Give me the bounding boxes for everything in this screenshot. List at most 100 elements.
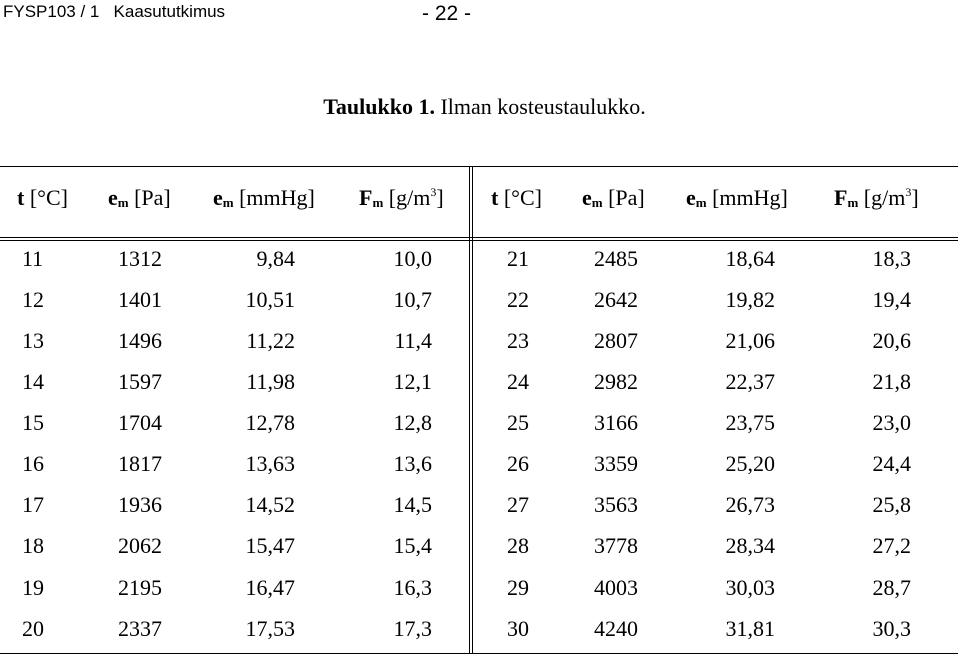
cell-temperature-right: 27 (507, 492, 529, 517)
header-pressure-mmhg-right: em [mmHg] (686, 185, 788, 210)
cell-temperature-left: 12 (22, 287, 44, 312)
cell-pressure-pa-right: 3778 (594, 533, 638, 558)
cell-absolute-humidity-right: 27,2 (872, 533, 912, 558)
cell-pressure-mmhg-left: 11,22 (246, 328, 295, 353)
header-absolute-humidity-right: Fm [g/m3] (834, 185, 919, 210)
cell-pressure-pa-left: 2337 (118, 616, 162, 641)
table-row: 17 1936 14,52 14,5 27 3563 26,73 25,8 (0, 492, 958, 533)
cell-temperature-left: 16 (22, 451, 44, 476)
header-pressure-pa-left: em [Pa] (108, 185, 171, 210)
cell-absolute-humidity-right: 20,6 (872, 328, 912, 353)
cell-temperature-right: 26 (507, 451, 529, 476)
cell-pressure-mmhg-left: 16,47 (245, 575, 296, 600)
cell-absolute-humidity-left: 17,3 (393, 616, 433, 641)
table-header-rule-second (0, 240, 958, 241)
cell-pressure-mmhg-right: 21,06 (725, 328, 776, 353)
cell-pressure-mmhg-left: 9,84 (256, 246, 296, 271)
cell-absolute-humidity-left: 16,3 (393, 575, 433, 600)
header-pressure-mmhg-left: em [mmHg] (213, 185, 315, 210)
cell-temperature-right: 23 (507, 328, 529, 353)
cell-pressure-mmhg-right: 26,73 (725, 492, 776, 517)
header-absolute-humidity-left: Fm [g/m3] (359, 185, 444, 210)
cell-pressure-mmhg-left: 12,78 (245, 410, 296, 435)
cell-pressure-mmhg-right: 22,37 (725, 369, 776, 394)
cell-absolute-humidity-left: 10,0 (393, 246, 433, 271)
cell-absolute-humidity-right: 18,3 (872, 246, 912, 271)
cell-temperature-right: 30 (507, 616, 529, 641)
cell-pressure-pa-right: 4003 (594, 575, 638, 600)
cell-pressure-mmhg-left: 11,98 (246, 369, 295, 394)
cell-pressure-mmhg-right: 30,03 (725, 575, 776, 600)
header-temperature-right: t [°C] (491, 185, 542, 210)
table-bottom-rule (0, 653, 958, 654)
cell-pressure-pa-left: 2062 (118, 533, 162, 558)
cell-absolute-humidity-right: 30,3 (872, 616, 912, 641)
cell-absolute-humidity-right: 19,4 (872, 287, 912, 312)
cell-pressure-mmhg-left: 17,53 (245, 616, 296, 641)
cell-temperature-right: 29 (507, 575, 529, 600)
cell-absolute-humidity-left: 12,1 (393, 369, 433, 394)
cell-pressure-mmhg-right: 28,34 (725, 533, 776, 558)
cell-absolute-humidity-left: 13,6 (393, 451, 433, 476)
table-top-rule (0, 166, 958, 167)
caption-text: Ilman kosteustaulukko. (434, 94, 646, 119)
table-row: 16 1817 13,63 13,6 26 3359 25,20 24,4 (0, 451, 958, 492)
cell-pressure-mmhg-left: 15,47 (245, 533, 296, 558)
cell-pressure-pa-left: 1817 (118, 451, 162, 476)
cell-temperature-left: 19 (22, 575, 44, 600)
cell-temperature-right: 25 (507, 410, 529, 435)
cell-absolute-humidity-left: 14,5 (393, 492, 433, 517)
header-pressure-pa-right: em [Pa] (582, 185, 645, 210)
cell-pressure-mmhg-right: 19,82 (725, 287, 776, 312)
cell-absolute-humidity-left: 12,8 (393, 410, 433, 435)
cell-absolute-humidity-left: 11,4 (394, 328, 432, 353)
cell-temperature-left: 15 (22, 410, 44, 435)
table-row: 20 2337 17,53 17,3 30 4240 31,81 30,3 (0, 616, 958, 657)
table-row: 14 1597 11,98 12,1 24 2982 22,37 21,8 (0, 369, 958, 410)
cell-absolute-humidity-right: 23,0 (872, 410, 912, 435)
cell-pressure-mmhg-right: 18,64 (725, 246, 776, 271)
cell-temperature-right: 22 (507, 287, 529, 312)
cell-pressure-mmhg-left: 10,51 (245, 287, 296, 312)
cell-temperature-left: 13 (22, 328, 44, 353)
cell-temperature-right: 24 (507, 369, 529, 394)
document-header-course: FYSP103 / 1 Kaasututkimus (3, 2, 226, 21)
table-row: 19 2195 16,47 16,3 29 4003 30,03 28,7 (0, 575, 958, 616)
cell-temperature-left: 20 (22, 616, 44, 641)
header-temperature-left: t [°C] (17, 185, 68, 210)
cell-temperature-left: 11 (22, 246, 44, 271)
table-caption: Taulukko 1. Ilman kosteustaulukko. (0, 94, 959, 120)
cell-pressure-pa-right: 2642 (594, 287, 638, 312)
cell-pressure-pa-right: 3359 (594, 451, 638, 476)
page-number: - 22 - (422, 2, 472, 25)
table-row: 12 1401 10,51 10,7 22 2642 19,82 19,4 (0, 287, 958, 328)
cell-pressure-mmhg-right: 23,75 (725, 410, 776, 435)
cell-pressure-pa-right: 4240 (594, 616, 638, 641)
cell-absolute-humidity-right: 28,7 (872, 575, 912, 600)
table-row: 13 1496 11,22 11,4 23 2807 21,06 20,6 (0, 328, 958, 369)
cell-pressure-pa-left: 1312 (118, 246, 162, 271)
table-row: 18 2062 15,47 15,4 28 3778 28,34 27,2 (0, 533, 958, 574)
cell-absolute-humidity-left: 10,7 (393, 287, 433, 312)
table-center-divider (469, 166, 470, 654)
cell-pressure-mmhg-left: 13,63 (245, 451, 296, 476)
cell-temperature-left: 17 (22, 492, 44, 517)
table-row: 15 1704 12,78 12,8 25 3166 23,75 23,0 (0, 410, 958, 451)
cell-pressure-mmhg-right: 25,20 (725, 451, 776, 476)
cell-pressure-mmhg-right: 31,81 (725, 616, 776, 641)
cell-absolute-humidity-right: 24,4 (872, 451, 912, 476)
cell-pressure-pa-right: 2982 (594, 369, 638, 394)
cell-absolute-humidity-left: 15,4 (393, 533, 433, 558)
cell-temperature-right: 21 (507, 246, 529, 271)
cell-temperature-left: 18 (22, 533, 44, 558)
cell-pressure-pa-left: 1704 (118, 410, 162, 435)
cell-pressure-pa-left: 1936 (118, 492, 162, 517)
cell-pressure-pa-left: 1401 (118, 287, 162, 312)
cell-pressure-pa-right: 2807 (594, 328, 638, 353)
cell-pressure-pa-left: 1597 (118, 369, 162, 394)
table-header-rule (0, 237, 958, 238)
cell-pressure-pa-right: 3563 (594, 492, 638, 517)
cell-temperature-right: 28 (507, 533, 529, 558)
cell-pressure-pa-right: 2485 (594, 246, 638, 271)
cell-pressure-pa-left: 2195 (118, 575, 162, 600)
